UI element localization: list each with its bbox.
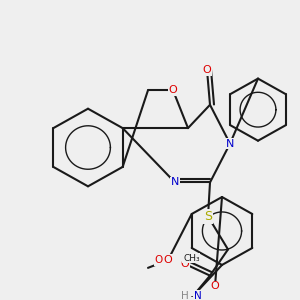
Text: N: N xyxy=(194,291,202,300)
Text: H-N: H-N xyxy=(183,291,202,300)
Text: S: S xyxy=(204,210,212,223)
Text: N: N xyxy=(171,178,179,188)
Text: H: H xyxy=(181,291,189,300)
Text: O: O xyxy=(202,65,211,75)
Text: O: O xyxy=(164,255,172,265)
Text: O: O xyxy=(181,259,189,269)
Text: CH₃: CH₃ xyxy=(183,254,200,263)
Text: N: N xyxy=(226,139,234,148)
Text: O: O xyxy=(169,85,177,95)
Text: O: O xyxy=(211,281,219,291)
Text: O: O xyxy=(155,255,163,265)
